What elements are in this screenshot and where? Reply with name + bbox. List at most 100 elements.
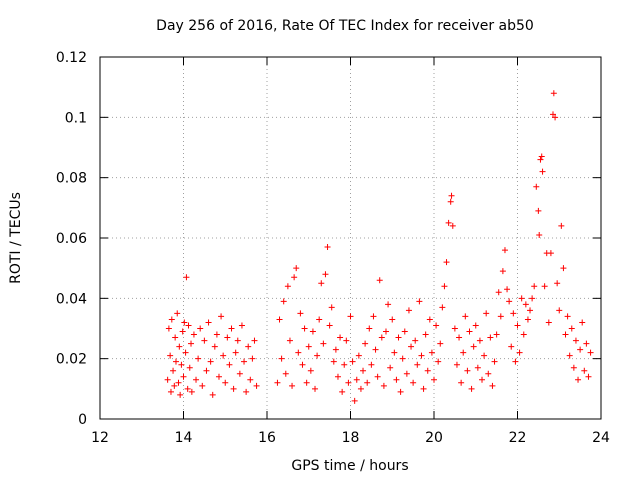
data-point (522, 301, 529, 308)
data-point (174, 310, 181, 317)
y-axis-label: ROTI / TECUs (8, 192, 24, 284)
data-point (170, 367, 177, 374)
data-point (487, 334, 494, 341)
data-point (241, 358, 248, 365)
data-point (247, 376, 254, 383)
data-point (178, 361, 185, 368)
data-point (249, 355, 256, 362)
data-point (360, 367, 367, 374)
tick-labels: 12 14 16 18 20 22 24 0 0.02 0.04 0.06 0.08 0.1 0.12 (56, 50, 610, 446)
data-point (328, 304, 335, 311)
data-point (426, 316, 433, 323)
data-point (424, 367, 431, 374)
data-point (468, 385, 475, 392)
data-point (518, 295, 525, 302)
data-point (339, 388, 346, 395)
data-point (176, 343, 183, 350)
data-point (357, 385, 364, 392)
data-point (366, 325, 373, 332)
data-point (479, 376, 486, 383)
grid (100, 57, 601, 419)
data-point (182, 349, 189, 356)
y-tick-label: 0.1 (65, 110, 87, 126)
data-point (245, 343, 252, 350)
data-point (587, 349, 594, 356)
data-point (188, 340, 195, 347)
data-point (460, 349, 467, 356)
data-point (232, 349, 239, 356)
data-point (207, 358, 214, 365)
data-point (345, 379, 352, 386)
data-point (462, 313, 469, 320)
data-point (495, 289, 502, 296)
data-point (164, 376, 171, 383)
data-point (387, 364, 394, 371)
data-point (568, 325, 575, 332)
data-point (464, 367, 471, 374)
data-point (284, 283, 291, 290)
data-point (312, 385, 319, 392)
data-point (349, 358, 356, 365)
data-point (326, 322, 333, 329)
data-point (171, 382, 178, 389)
data-point (554, 280, 561, 287)
data-point (466, 328, 473, 335)
data-point (378, 334, 385, 341)
y-tick-label: 0.06 (56, 231, 87, 247)
data-point (391, 349, 398, 356)
data-point (570, 364, 577, 371)
data-point (451, 325, 458, 332)
data-point (209, 391, 216, 398)
axis-ticks (99, 56, 602, 420)
data-point (564, 313, 571, 320)
data-point (301, 325, 308, 332)
data-point (226, 361, 233, 368)
data-point (410, 379, 417, 386)
data-point (177, 391, 184, 398)
data-point (167, 352, 174, 359)
y-tick-label: 0 (78, 412, 87, 428)
data-point (439, 304, 446, 311)
data-point (199, 382, 206, 389)
data-point (238, 322, 245, 329)
data-point (510, 310, 517, 317)
data-point (230, 385, 237, 392)
data-point (445, 219, 452, 226)
data-point (506, 298, 513, 305)
data-point (483, 310, 490, 317)
data-point (343, 337, 350, 344)
data-point (165, 325, 172, 332)
data-point (305, 343, 312, 350)
data-point (435, 358, 442, 365)
data-point (566, 352, 573, 359)
y-tick-label: 0.08 (56, 171, 87, 187)
data-point (190, 331, 197, 338)
data-point (205, 319, 212, 326)
data-points (164, 90, 594, 404)
x-tick-label: 16 (258, 430, 276, 446)
data-point (385, 301, 392, 308)
data-point (320, 340, 327, 347)
data-point (489, 382, 496, 389)
data-point (533, 183, 540, 190)
data-point (504, 286, 511, 293)
data-point (399, 355, 406, 362)
data-point (253, 382, 260, 389)
data-point (181, 319, 188, 326)
data-point (491, 358, 498, 365)
data-point (282, 370, 289, 377)
chart-title: Day 256 of 2016, Rate Of TEC Index for r… (156, 18, 534, 34)
data-point (364, 379, 371, 386)
data-point (372, 346, 379, 353)
data-point (541, 283, 548, 290)
data-point (514, 322, 521, 329)
data-point (211, 343, 218, 350)
data-point (441, 283, 448, 290)
data-point (197, 325, 204, 332)
data-point (172, 358, 179, 365)
data-point (485, 370, 492, 377)
data-point (550, 90, 557, 97)
y-tick-label: 0.02 (56, 352, 87, 368)
x-tick-label: 12 (91, 430, 109, 446)
